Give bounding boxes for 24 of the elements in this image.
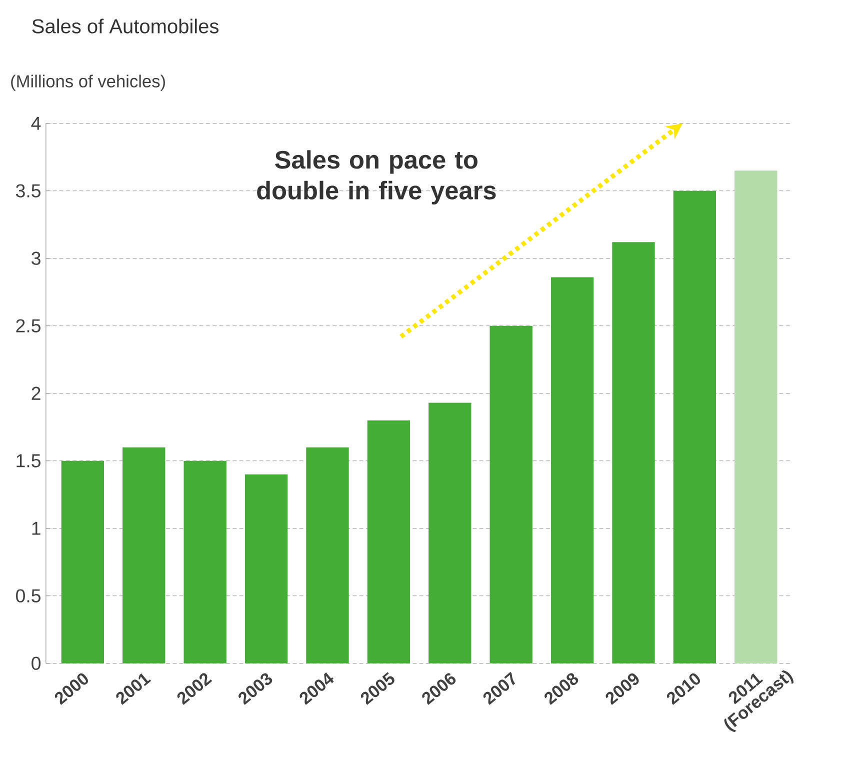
y-tick-label: 3 bbox=[32, 252, 40, 265]
bar bbox=[61, 460, 104, 664]
bar bbox=[550, 277, 594, 664]
bar bbox=[184, 460, 226, 664]
y-tick-label: 0 bbox=[32, 656, 41, 670]
bar bbox=[367, 420, 410, 664]
y-tick-label: 1 bbox=[32, 522, 40, 535]
y-axis-title: (Millions of vehicles) bbox=[11, 74, 165, 91]
bar bbox=[428, 402, 472, 664]
bar bbox=[306, 447, 349, 664]
y-tick-label: 1.5 bbox=[16, 454, 40, 468]
bar bbox=[612, 242, 655, 664]
bar bbox=[244, 474, 288, 664]
bar bbox=[673, 190, 716, 664]
bar bbox=[734, 170, 778, 664]
y-tick-label: 3.5 bbox=[16, 184, 40, 198]
y-tick-label: 2.5 bbox=[16, 319, 40, 332]
chart-title: Sales of Automobiles bbox=[32, 18, 218, 34]
y-tick-label: 4 bbox=[31, 116, 41, 130]
bar bbox=[122, 447, 166, 664]
bar bbox=[490, 326, 532, 664]
y-tick-label: 2 bbox=[32, 386, 40, 400]
y-tick-label: 0.5 bbox=[16, 589, 40, 602]
annotation: Sales on pace to double in five years bbox=[257, 150, 496, 204]
